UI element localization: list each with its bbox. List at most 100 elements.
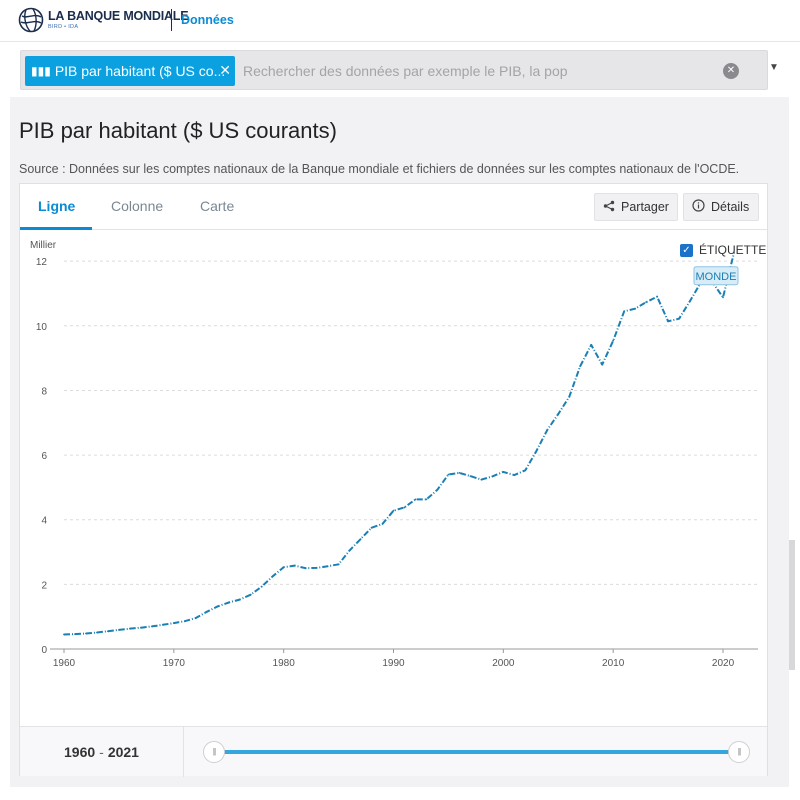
series-line-monde — [63, 252, 735, 636]
data-point — [623, 310, 626, 313]
data-point — [425, 498, 428, 501]
search-input[interactable] — [243, 60, 713, 82]
data-point — [612, 339, 615, 342]
data-point — [107, 630, 109, 633]
chip-label: PIB par habitant ($ US co... — [54, 63, 226, 79]
world-bank-logo[interactable]: LA BANQUE MONDIALE BIRD • IDA — [18, 7, 189, 33]
line-chart: Millier 0 2 4 6 8 10 12 1960 1970 1980 1990 2000 2010… — [30, 240, 758, 669]
data-point — [480, 478, 483, 481]
search-bar: ▮▮▮ PIB par habitant ($ US co... ✕ ✕ ▼ — [20, 50, 779, 90]
info-icon — [692, 199, 705, 215]
selected-indicator-chip[interactable]: ▮▮▮ PIB par habitant ($ US co... ✕ — [25, 56, 235, 86]
data-point — [194, 617, 197, 619]
data-point — [63, 633, 65, 636]
data-point — [502, 470, 505, 473]
x-tick-label: 1970 — [163, 658, 186, 669]
data-point — [85, 632, 87, 635]
data-point — [96, 631, 98, 634]
data-point — [359, 538, 362, 541]
year-range-track[interactable] — [214, 750, 744, 754]
data-point — [183, 620, 186, 623]
data-point — [205, 610, 208, 613]
data-point — [733, 251, 735, 254]
tab-carte[interactable]: Carte — [200, 198, 235, 214]
label-toggle-text: ÉTIQUETTE — [699, 243, 767, 257]
data-point — [282, 566, 285, 569]
chevron-down-icon[interactable]: ▼ — [769, 62, 779, 73]
data-point — [447, 473, 450, 476]
x-tick-label: 1960 — [53, 658, 76, 669]
data-point — [590, 343, 593, 346]
data-point — [469, 475, 472, 477]
data-point — [150, 625, 153, 628]
data-point — [271, 575, 274, 578]
y-tick-label: 4 — [41, 516, 47, 527]
source-note: Source : Données sur les comptes nationa… — [19, 162, 740, 176]
range-separator: - — [99, 744, 104, 760]
data-point — [381, 523, 384, 525]
share-button[interactable]: Partager — [594, 193, 678, 221]
y-tick-label: 12 — [36, 257, 48, 268]
series-label: MONDE — [696, 271, 737, 283]
data-point — [74, 633, 76, 636]
label-toggle[interactable]: ✓ ÉTIQUETTE — [680, 243, 766, 257]
data-point — [579, 365, 582, 368]
y-axis-label: Millier — [30, 240, 57, 251]
y-tick-label: 2 — [41, 580, 47, 591]
data-point — [689, 300, 691, 302]
data-point — [139, 626, 142, 629]
tab-ligne[interactable]: Ligne — [38, 198, 76, 214]
data-point — [348, 549, 351, 552]
data-point — [260, 585, 263, 588]
details-button[interactable]: Détails — [683, 193, 759, 221]
data-point — [568, 396, 571, 398]
data-point — [249, 593, 252, 596]
y-tick-label: 8 — [41, 386, 47, 397]
data-point — [722, 296, 724, 299]
details-label: Détails — [711, 200, 750, 214]
share-label: Partager — [621, 200, 669, 214]
data-point — [656, 295, 659, 298]
header-divider — [171, 9, 172, 31]
range-end-handle[interactable]: ||| — [728, 741, 750, 763]
data-point — [304, 567, 307, 570]
data-point — [337, 563, 340, 566]
logo-subtitle: BIRD • IDA — [48, 23, 79, 30]
bar-chart-icon: ▮▮▮ — [31, 64, 51, 78]
range-end: 2021 — [107, 744, 139, 760]
close-icon[interactable]: ✕ — [219, 62, 231, 78]
data-point — [601, 363, 604, 366]
x-tick-label: 2010 — [602, 658, 625, 669]
share-icon — [603, 200, 615, 215]
data-point — [678, 317, 680, 320]
page-scrollbar[interactable] — [789, 540, 795, 670]
tab-colonne[interactable]: Colonne — [111, 198, 164, 214]
data-point — [403, 506, 406, 509]
x-tick-label: 2020 — [712, 658, 735, 669]
data-point — [645, 301, 648, 304]
data-point — [458, 471, 461, 474]
checkbox-checked-icon[interactable]: ✓ — [680, 243, 693, 257]
data-point — [326, 565, 329, 568]
x-tick-label: 1980 — [273, 658, 296, 669]
y-tick-label: 10 — [36, 322, 48, 333]
data-point — [129, 627, 131, 630]
range-start-handle[interactable]: ||| — [203, 741, 225, 763]
data-point — [172, 622, 175, 625]
data-point — [667, 320, 669, 323]
data-point — [392, 509, 395, 512]
nav-link-donnees[interactable]: Données — [181, 13, 234, 27]
data-point — [216, 605, 219, 608]
x-tick-label: 2000 — [492, 658, 515, 669]
data-point — [293, 564, 296, 567]
chart-card: Ligne Colonne Carte Partager Détails ✓ É… — [19, 183, 768, 777]
clear-search-button[interactable]: ✕ — [723, 63, 739, 79]
chart-area: ✓ ÉTIQUETTE Millier 0 2 4 6 8 10 12 1960 1970 1980… — [20, 231, 767, 726]
data-point — [436, 488, 439, 491]
year-range-bar: 1960 - 2021 ||| ||| — [20, 726, 767, 777]
data-point — [227, 601, 230, 604]
view-tabs: Ligne Colonne Carte Partager Détails — [20, 184, 767, 230]
y-tick-label: 0 — [41, 645, 47, 656]
data-point — [161, 623, 164, 626]
data-point — [557, 413, 560, 415]
